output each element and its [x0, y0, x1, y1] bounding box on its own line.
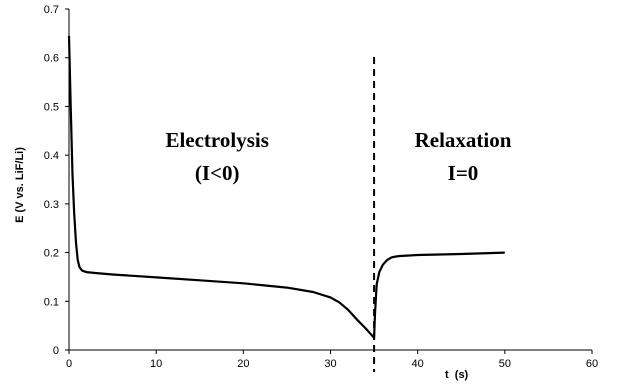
y-tick-label: 0.7: [44, 4, 59, 16]
axes: [68, 9, 592, 351]
y-tick-label: 0.1: [44, 296, 59, 308]
y-axis-title: E (V vs. LiF/Li): [14, 147, 26, 223]
x-tick-label: 40: [412, 358, 424, 370]
annotation-text: I=0: [448, 161, 479, 185]
x-axis-title: t (s): [445, 369, 469, 381]
x-tick-label: 60: [586, 358, 598, 370]
x-tick-label: 10: [150, 358, 162, 370]
y-tick-label: 0.4: [44, 150, 59, 162]
annotation-text: Electrolysis: [165, 128, 268, 152]
y-tick-label: 0.2: [44, 248, 59, 260]
x-tick-label: 30: [324, 358, 336, 370]
y-tick-label: 0.5: [44, 101, 59, 113]
x-tick-label: 50: [499, 358, 511, 370]
series-line: [67, 35, 505, 339]
x-tick-label: 0: [66, 358, 72, 370]
annotation-text: Relaxation: [415, 128, 512, 152]
series: [67, 35, 505, 339]
y-tick-label: 0: [53, 345, 59, 357]
x-tick-label: 20: [237, 358, 249, 370]
y-tick-label: 0.6: [44, 53, 59, 65]
annotation-text: (I<0): [195, 161, 240, 185]
tick-labels: 0 0.1 0.2 0.3 0.4 0.5 0.6 0.7 0 10 20 30 40 50 60: [44, 4, 598, 370]
y-tick-label: 0.3: [44, 199, 59, 211]
tick-marks: [65, 8, 593, 354]
annotations: Electrolysis (I<0) Relaxation I=0: [165, 128, 511, 185]
